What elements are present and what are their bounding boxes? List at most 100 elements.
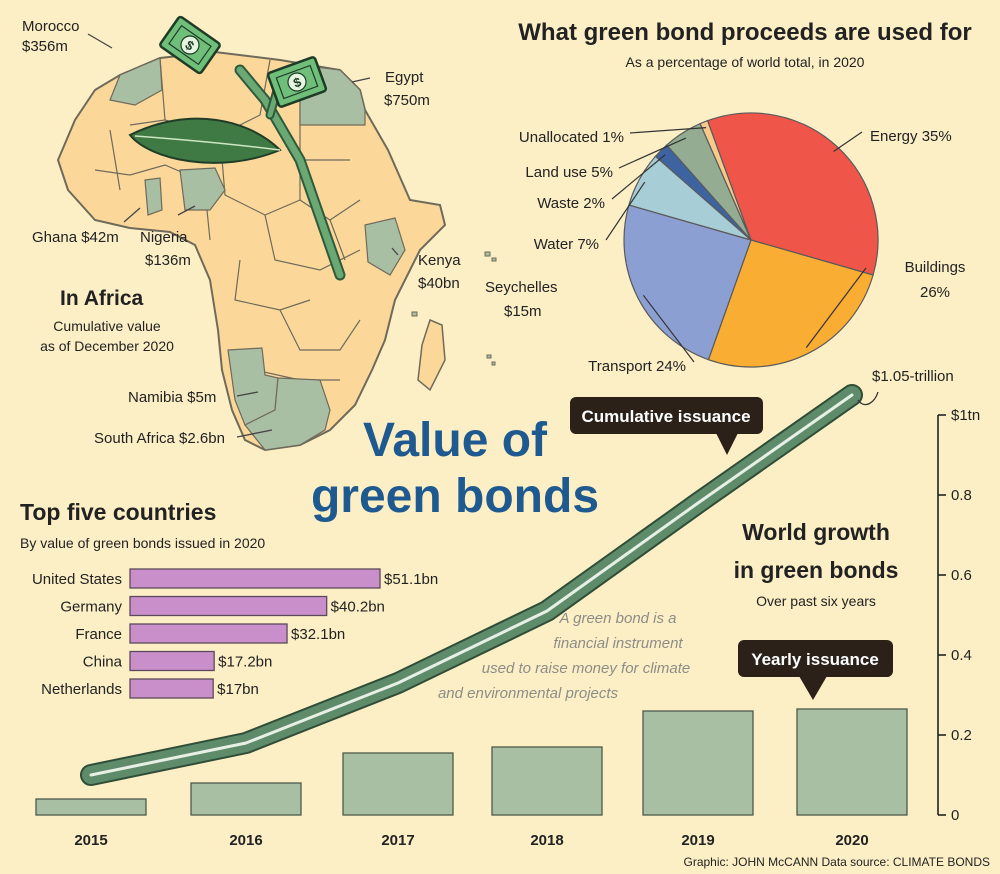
y-tick-label: 0.8 [951, 487, 972, 504]
seychelles-shape [411, 251, 497, 366]
x-tick-label: 2016 [229, 832, 262, 849]
country-bar [129, 650, 215, 672]
africa-title: In Africa [60, 287, 144, 310]
label-egypt: Egypt $750m [384, 69, 430, 109]
morocco-shape [109, 57, 163, 106]
country-value: $17bn [217, 681, 259, 698]
pie-label: Land use 5% [525, 164, 613, 181]
year-bar [35, 798, 147, 816]
plant-illustration: $ $ [128, 15, 346, 281]
yearly-bars [35, 708, 908, 816]
country-label: Germany [60, 599, 122, 616]
growth-subtitle: Over past six years [756, 593, 876, 609]
year-bar [190, 782, 302, 816]
country-bar [129, 678, 214, 699]
country-label: China [83, 654, 123, 671]
africa-subtitle: Cumulative value as of December 2020 [40, 318, 174, 354]
country-label: Netherlands [41, 681, 122, 698]
country-label: United States [32, 571, 122, 588]
pie-label: Unallocated 1% [519, 129, 624, 146]
pie-leader [605, 181, 646, 241]
pie-label: Water 7% [534, 236, 599, 253]
callout-yearly-label: Yearly issuance [751, 650, 879, 669]
end-label-leader [857, 391, 879, 406]
x-tick-label: 2020 [835, 832, 868, 849]
label-south-africa: South Africa $2.6bn [94, 430, 225, 447]
growth-chart: World growth in green bonds Over past six… [35, 368, 980, 849]
pie-labels: Energy 35% Buildings 26% Transport 24% Water… [519, 127, 966, 375]
country-bar [129, 568, 381, 589]
y-tick-label: $1tn [951, 407, 980, 424]
country-bar [129, 595, 328, 617]
year-bar [796, 708, 908, 816]
year-bar [491, 746, 603, 816]
x-tick-label: 2018 [530, 832, 563, 849]
madagascar-shape [417, 318, 446, 392]
callout-cumulative: Cumulative issuance [570, 397, 763, 455]
top-five-title: Top five countries [20, 499, 216, 525]
x-tick-label: 2017 [381, 832, 414, 849]
pie-subtitle: As a percentage of world total, in 2020 [626, 54, 865, 70]
y-tick-label: 0.4 [951, 647, 972, 664]
growth-title: World growth in green bonds [734, 519, 899, 583]
x-tick-label: 2015 [74, 832, 107, 849]
label-nigeria: Nigeria $136m [140, 229, 191, 269]
pie-slice [706, 112, 879, 276]
y-tick-label: 0.2 [951, 727, 972, 744]
label-namibia: Namibia $5m [128, 389, 216, 406]
country-value: $51.1bn [384, 571, 438, 588]
country-value: $40.2bn [331, 599, 385, 616]
country-value: $17.2bn [218, 654, 272, 671]
country-value: $32.1bn [291, 626, 345, 643]
label-morocco: Morocco $356m [22, 18, 80, 55]
banknote-icon: $ [266, 56, 328, 108]
pie-label: Waste 2% [537, 195, 605, 212]
pie-slice [623, 204, 752, 361]
label-seychelles: Seychelles $15m [485, 279, 558, 320]
pie-label: Energy 35% [870, 128, 952, 145]
x-tick-label: 2019 [681, 832, 714, 849]
credit-line: Graphic: JOHN McCANN Data source: CLIMAT… [683, 855, 990, 869]
leaf-icon [128, 117, 282, 164]
pie-label: Buildings 26% [905, 259, 966, 301]
pie-leader [629, 127, 707, 134]
main-title: Value of green bonds [311, 414, 599, 523]
banknote-icon: $ [159, 15, 221, 75]
country-bar [129, 623, 288, 644]
pie-slice [707, 239, 874, 368]
callout-yearly: Yearly issuance [738, 640, 893, 700]
pie-chart: What green bond proceeds are used for As… [518, 19, 971, 375]
y-tick-label: 0 [951, 807, 959, 824]
green-bond-note: A green bond is a financial instrument use… [438, 610, 690, 702]
pie-slices [623, 112, 879, 368]
pie-leader [833, 131, 863, 153]
pie-leader [805, 267, 867, 348]
pie-leader [618, 137, 687, 169]
cumulative-line [80, 384, 863, 786]
year-bar [342, 752, 454, 816]
africa-map: $ $ Morocco $356m Egypt $750m Ghana $42m N… [22, 15, 558, 452]
cumulative-line-center [89, 393, 854, 777]
year-bar [642, 710, 754, 816]
nigeria-shape [179, 167, 226, 211]
end-value-label: $1.05-trillion [872, 368, 954, 385]
callout-cumulative-label: Cumulative issuance [581, 407, 750, 426]
label-kenya: Kenya $40bn [418, 252, 461, 292]
pie-slice [699, 119, 752, 241]
x-axis-labels: 2015 2016 2017 2018 2019 2020 [74, 832, 868, 849]
pie-leader [642, 294, 695, 363]
kenya-shape [364, 217, 406, 276]
south-africa-shape [244, 377, 331, 451]
label-ghana: Ghana $42m [32, 229, 119, 246]
top-five-bars: United States $51.1bn Germany $40.2bn France… [32, 568, 438, 699]
top-five-chart: Top five countries By value of green bon… [20, 499, 438, 699]
y-tick-label: 0.6 [951, 567, 972, 584]
top-five-subtitle: By value of green bonds issued in 2020 [20, 535, 265, 551]
y-axis: $1tn 0.8 0.6 0.4 0.2 0 [937, 407, 980, 824]
pie-title: What green bond proceeds are used for [518, 19, 971, 46]
country-label: France [75, 626, 122, 643]
pie-leader [611, 154, 666, 200]
map-leader-lines [87, 33, 399, 438]
pie-label: Transport 24% [588, 358, 686, 375]
